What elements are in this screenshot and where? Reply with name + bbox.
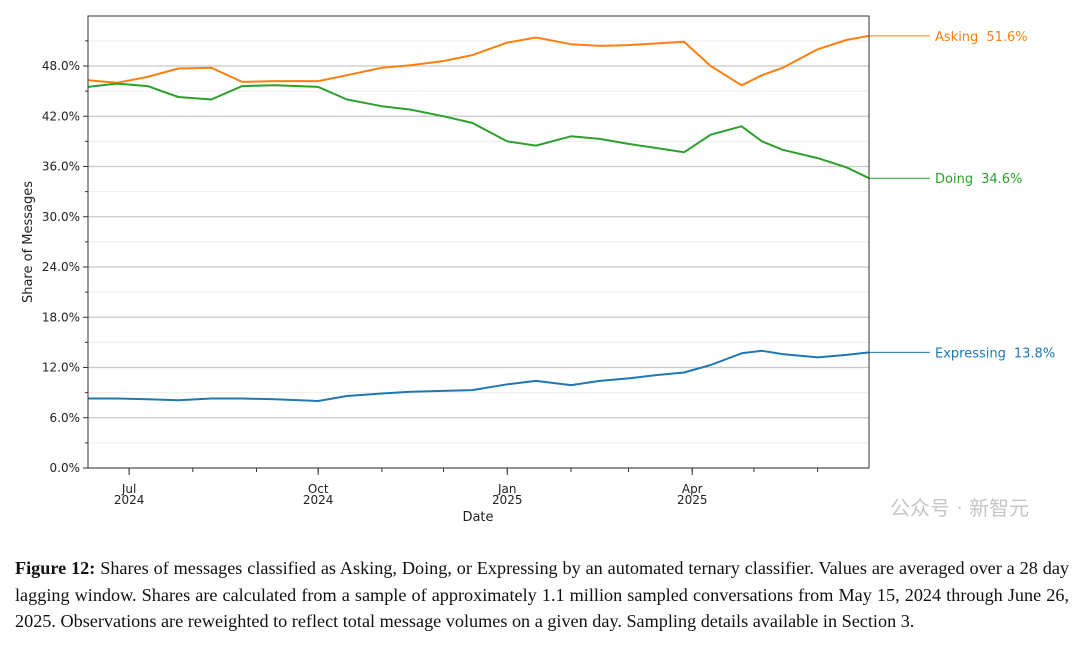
x-tick-label: Jul — [121, 482, 136, 496]
series-end-label: Doing 34.6% — [935, 172, 1022, 187]
series-end-value: 51.6% — [986, 30, 1027, 45]
series-name: Doing — [935, 172, 973, 187]
y-tick-label: 0.0% — [50, 461, 81, 475]
x-tick-label: Oct — [308, 482, 329, 496]
series-end-label: Expressing 13.8% — [935, 346, 1055, 361]
series-end-label: Asking 51.6% — [935, 30, 1028, 45]
y-tick-label: 48.0% — [42, 59, 80, 73]
series-line-doing — [87, 82, 870, 180]
series-name: Asking — [935, 30, 978, 45]
series-name: Expressing — [935, 346, 1006, 361]
figure-caption: Figure 12: Shares of messages classified… — [15, 555, 1069, 635]
y-axis-label: Share of Messages — [21, 181, 36, 303]
y-axis: 0.0% 6.0% 12.0% 18.0% 24.0% 30.0% 36.0% 42.0% 48… — [42, 40, 88, 475]
gridlines — [88, 40, 869, 469]
caption-text: Shares of messages classified as Asking,… — [15, 558, 1069, 631]
y-tick-label: 24.0% — [42, 260, 80, 274]
series-lines — [87, 34, 870, 402]
y-tick-label: 36.0% — [42, 160, 80, 174]
x-tick-year: 2025 — [492, 493, 523, 507]
y-tick-label: 30.0% — [42, 210, 80, 224]
series-line-expressing — [88, 349, 870, 402]
x-tick-year: 2024 — [303, 493, 334, 507]
series-end-value: 34.6% — [981, 172, 1022, 187]
y-tick-label: 12.0% — [42, 361, 80, 375]
y-tick-label: 42.0% — [42, 109, 80, 123]
series-line-asking — [87, 34, 870, 87]
y-tick-label: 6.0% — [50, 411, 81, 425]
caption-label: Figure 12: — [15, 558, 96, 578]
x-axis-label: Date — [462, 510, 493, 525]
x-tick-year: 2025 — [677, 493, 708, 507]
series-end-labels: Asking 51.6% Doing 34.6% Expressing 13.8% — [869, 30, 1055, 361]
x-tick-year: 2024 — [114, 493, 145, 507]
y-tick-label: 18.0% — [42, 310, 80, 324]
plot-frame — [87, 15, 870, 469]
watermark: 公众号 · 新智元 — [890, 496, 1030, 520]
series-end-value: 13.8% — [1014, 346, 1055, 361]
x-tick-label: Apr — [682, 482, 703, 496]
line-chart: 0.0% 6.0% 12.0% 18.0% 24.0% 30.0% 36.0% 42.0% 48… — [21, 15, 1055, 525]
x-tick-label: Jan — [497, 482, 517, 496]
